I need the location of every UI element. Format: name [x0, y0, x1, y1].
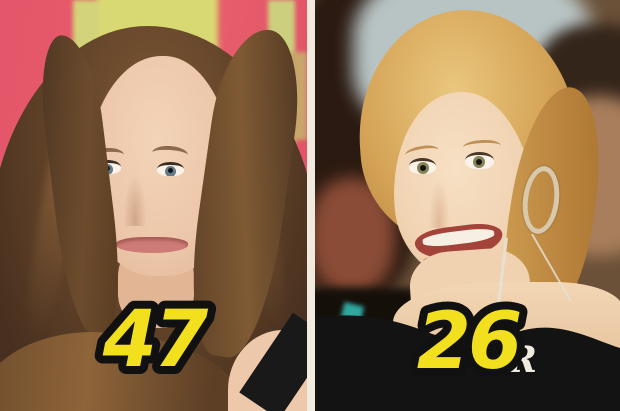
- nose-shading: [427, 172, 451, 228]
- pupil: [168, 168, 173, 173]
- pupil: [476, 159, 482, 165]
- age-number: 26: [416, 297, 519, 387]
- age-number: 47: [101, 295, 208, 385]
- black-off-shoulder-top: [315, 315, 620, 411]
- eye: [465, 152, 494, 169]
- letter-r-pendant: R: [507, 339, 537, 381]
- age-badge-26: 26: [408, 289, 530, 395]
- eye: [157, 162, 184, 176]
- pupil: [420, 165, 426, 171]
- photo-left-age-47: 47: [0, 0, 307, 411]
- teeth: [421, 226, 495, 249]
- age-badge-47: 47: [93, 287, 219, 393]
- panel-divider: [307, 0, 315, 411]
- eye: [409, 158, 436, 174]
- nose-shading: [122, 168, 148, 226]
- photo-right-age-26: R 26: [315, 0, 620, 411]
- lips: [116, 237, 188, 253]
